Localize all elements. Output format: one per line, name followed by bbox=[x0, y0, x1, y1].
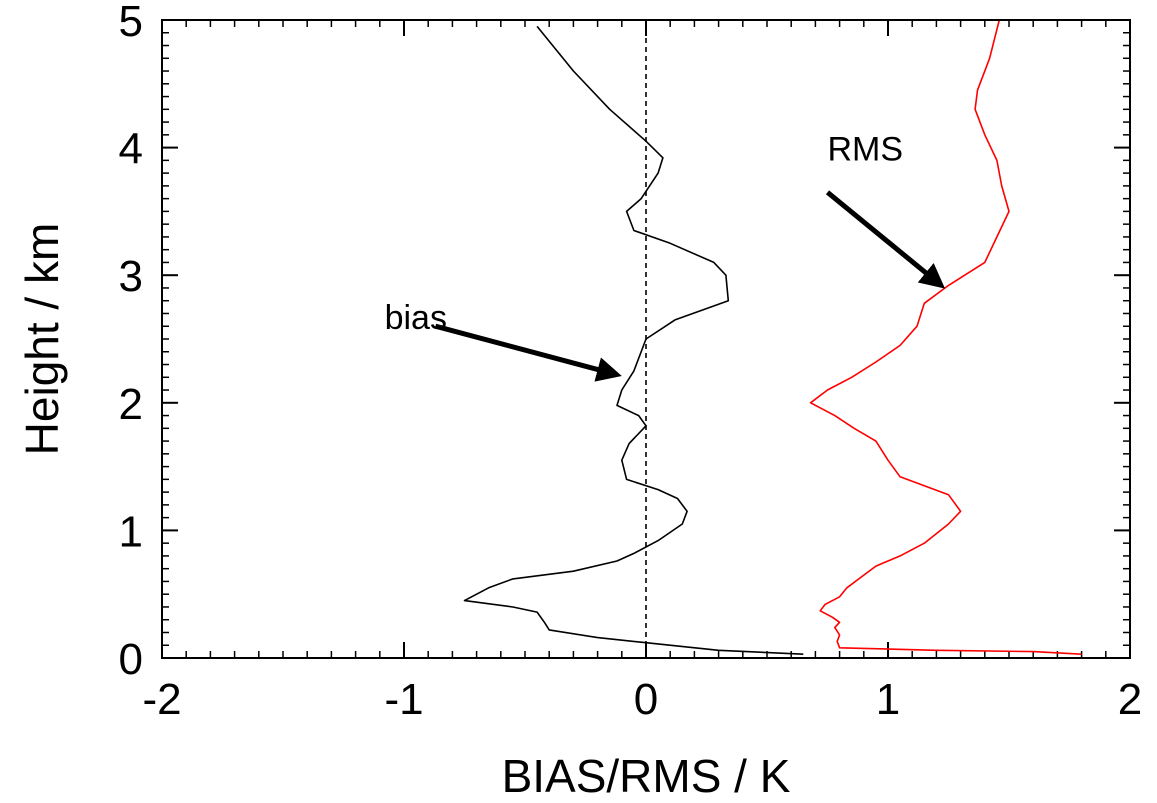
annotations: RMS bias bbox=[385, 130, 946, 382]
series-lines bbox=[463, 19, 1082, 655]
x-tick-label: 0 bbox=[634, 675, 658, 724]
x-tick-label: 2 bbox=[1118, 675, 1142, 724]
x-tick-label: -1 bbox=[384, 675, 423, 724]
y-tick-labels: 0 1 2 3 4 5 bbox=[119, 0, 143, 684]
y-axis-label: Height / km bbox=[16, 223, 68, 456]
y-tick-label: 2 bbox=[119, 380, 143, 429]
y-tick-label: 4 bbox=[119, 125, 143, 174]
bias-line bbox=[463, 25, 804, 655]
y-tick-label: 3 bbox=[119, 252, 143, 301]
y-tick-label: 0 bbox=[119, 635, 143, 684]
bias-annotation-label: bias bbox=[385, 299, 447, 337]
y-tick-label: 1 bbox=[119, 507, 143, 556]
x-tick-label: -2 bbox=[142, 675, 181, 724]
rms-line bbox=[809, 19, 1082, 655]
bias-annotation-arrow bbox=[434, 323, 622, 382]
minor-ticks bbox=[162, 20, 1130, 658]
rms-annotation-label: RMS bbox=[828, 130, 904, 168]
rms-annotation-arrow bbox=[825, 190, 946, 289]
x-tick-label: 1 bbox=[876, 675, 900, 724]
x-tick-labels: -2 -1 0 1 2 bbox=[142, 675, 1142, 724]
plot-frame bbox=[161, 19, 1131, 659]
y-tick-label: 5 bbox=[119, 0, 143, 46]
x-axis-label: BIAS/RMS / K bbox=[502, 750, 791, 802]
